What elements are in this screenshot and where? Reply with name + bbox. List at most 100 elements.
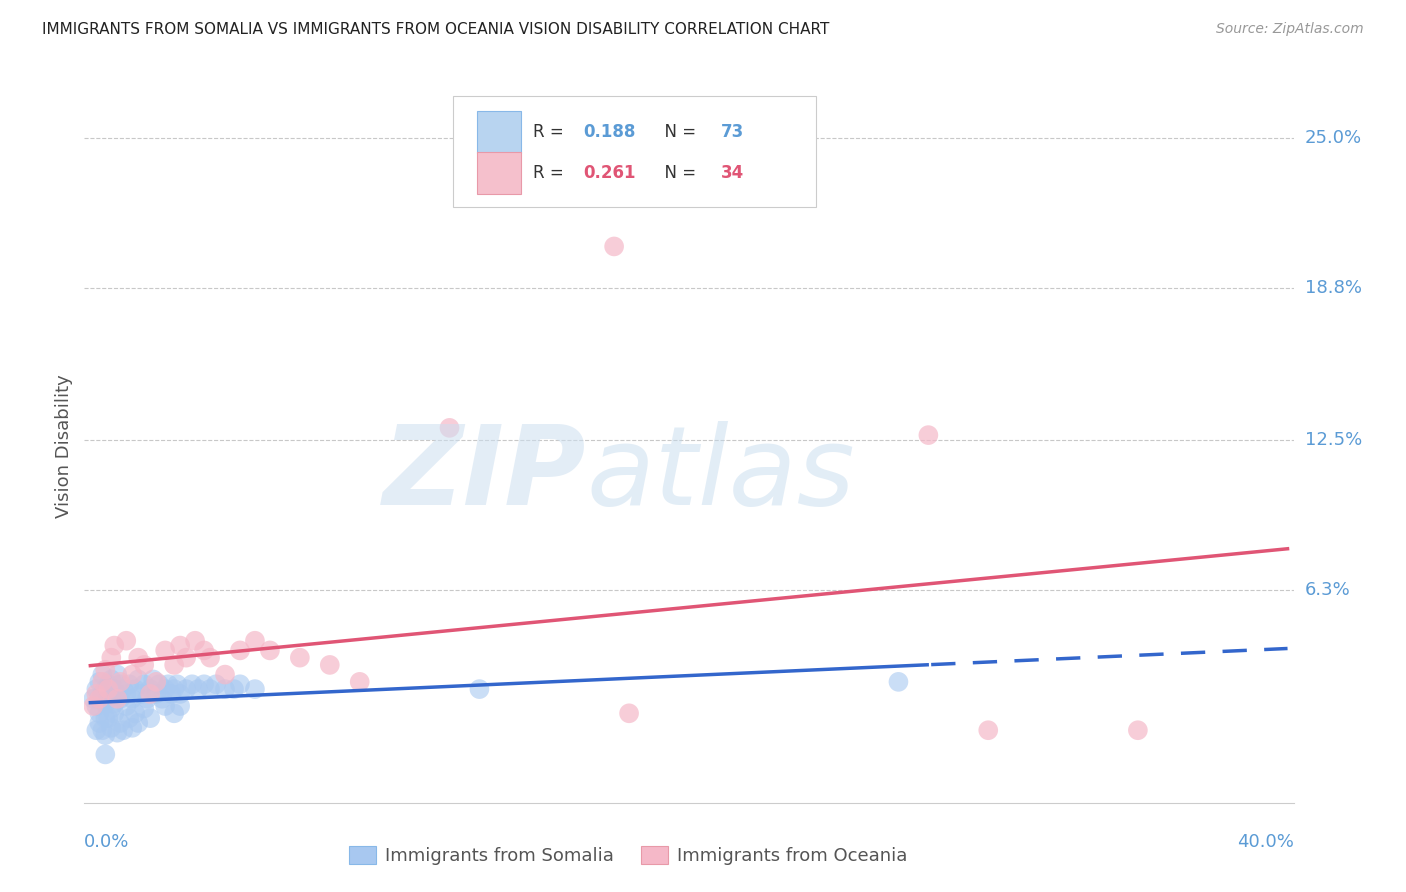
Point (142, 673, 165, 687)
Text: ZIP: ZIP (382, 421, 586, 528)
Point (118, 677, 141, 691)
Text: R =: R = (533, 123, 569, 141)
Point (110, 691, 132, 706)
Point (103, 682, 125, 697)
Point (468, 682, 491, 697)
Point (193, 677, 215, 691)
Point (105, 687, 128, 701)
Point (124, 706, 146, 721)
Point (214, 667, 236, 681)
Point (174, 650, 197, 665)
Point (214, 682, 236, 697)
Point (103, 639, 125, 653)
Text: 0.261: 0.261 (583, 164, 637, 182)
Point (100, 650, 122, 665)
Point (1126, 723, 1149, 738)
Point (94, 728, 117, 742)
Point (134, 677, 156, 691)
Point (136, 691, 159, 706)
Text: IMMIGRANTS FROM SOMALIA VS IMMIGRANTS FROM OCEANIA VISION DISABILITY CORRELATION: IMMIGRANTS FROM SOMALIA VS IMMIGRANTS FR… (42, 22, 830, 37)
Point (124, 682, 146, 697)
Point (148, 677, 170, 691)
Text: N =: N = (654, 164, 702, 182)
Point (82, 699, 104, 714)
Point (163, 706, 186, 721)
Point (118, 711, 141, 725)
Point (319, 657, 342, 672)
Point (97, 691, 120, 706)
Point (121, 721, 143, 735)
Point (89, 706, 111, 721)
Point (181, 677, 204, 691)
Point (174, 682, 197, 697)
Point (222, 682, 245, 697)
Point (100, 721, 122, 735)
Point (112, 682, 135, 697)
Point (145, 674, 167, 689)
Text: 73: 73 (720, 123, 744, 141)
Text: 6.3%: 6.3% (1305, 581, 1350, 599)
Point (259, 643, 281, 657)
Point (110, 674, 132, 689)
Point (94, 747, 117, 762)
Point (110, 677, 132, 691)
Point (977, 723, 1000, 738)
Point (229, 677, 252, 691)
Point (198, 682, 221, 697)
Point (150, 691, 173, 706)
Point (184, 633, 207, 648)
Point (86, 699, 108, 714)
Text: 0.0%: 0.0% (84, 833, 129, 851)
Point (169, 699, 191, 714)
Point (349, 674, 371, 689)
Point (97, 711, 120, 725)
FancyBboxPatch shape (478, 152, 520, 194)
Point (163, 682, 186, 697)
Point (153, 682, 176, 697)
Point (127, 716, 149, 731)
Text: 18.8%: 18.8% (1305, 278, 1361, 296)
Text: 0.188: 0.188 (583, 123, 636, 141)
Point (86, 687, 108, 701)
Point (139, 682, 162, 697)
Point (97, 682, 120, 697)
Point (94, 711, 117, 725)
Point (127, 650, 149, 665)
Point (139, 687, 162, 701)
Point (205, 677, 228, 691)
Text: atlas: atlas (586, 421, 855, 528)
Point (89, 716, 111, 731)
Point (94, 663, 117, 677)
Point (139, 711, 162, 725)
Point (103, 706, 125, 721)
Point (103, 697, 125, 711)
Text: R =: R = (533, 164, 569, 182)
Point (91, 723, 114, 738)
Point (288, 650, 311, 665)
Point (94, 682, 117, 697)
Y-axis label: Vision Disability: Vision Disability (55, 374, 73, 518)
Point (187, 682, 209, 697)
Point (89, 674, 111, 689)
Text: 25.0%: 25.0% (1305, 128, 1362, 146)
Point (243, 633, 266, 648)
Point (617, 706, 640, 721)
Point (121, 667, 143, 681)
Point (163, 657, 186, 672)
Point (110, 716, 132, 731)
Point (105, 725, 128, 739)
Point (97, 677, 120, 691)
Point (82, 691, 104, 706)
Point (100, 673, 122, 687)
Point (91, 674, 114, 689)
Point (89, 691, 111, 706)
Point (115, 687, 138, 701)
Point (115, 633, 138, 648)
Point (603, 239, 626, 253)
Point (121, 691, 143, 706)
Point (86, 682, 108, 697)
Text: N =: N = (654, 123, 702, 141)
Point (153, 699, 176, 714)
Point (145, 687, 167, 701)
Point (134, 701, 156, 715)
